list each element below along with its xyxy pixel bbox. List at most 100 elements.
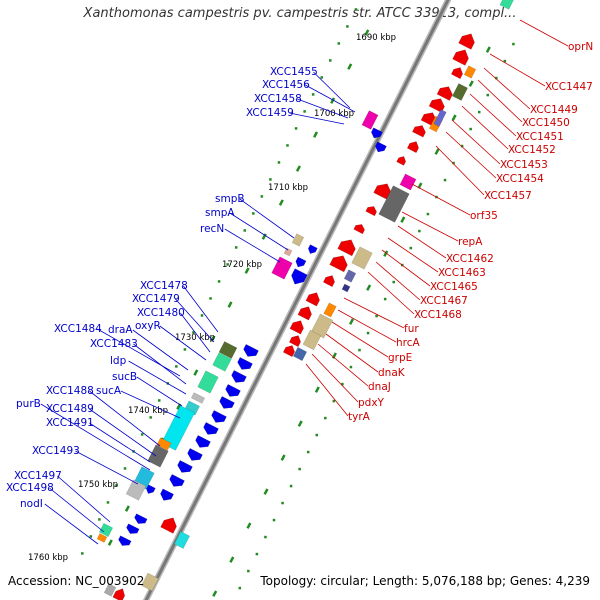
leader-line — [97, 328, 181, 377]
track-dash — [434, 148, 440, 155]
forward-gene — [231, 370, 247, 383]
reverse-gene-box — [463, 65, 477, 79]
gene-label-XCC1450[interactable]: XCC1450 — [522, 117, 570, 129]
leader-line — [483, 67, 531, 110]
gene-label-dnaK[interactable]: dnaK — [378, 367, 406, 379]
kbp-label: 1690 kbp — [356, 33, 396, 43]
reverse-gene — [337, 239, 356, 257]
leader-line — [519, 19, 569, 47]
leader-line — [289, 112, 345, 125]
gene-label-oxyR[interactable]: oxyR — [135, 320, 161, 332]
reverse-gene-box — [174, 531, 190, 549]
gene-label-XCC1455[interactable]: XCC1455 — [270, 66, 318, 78]
gene-label-smpA[interactable]: smpA — [205, 207, 235, 219]
leader-line — [136, 376, 183, 407]
gene-label-XCC1488[interactable]: XCC1488 — [46, 385, 94, 397]
gene-label-fur[interactable]: fur — [404, 323, 419, 335]
gene-label-XCC1447[interactable]: XCC1447 — [545, 81, 593, 93]
forward-gene-box — [218, 341, 238, 359]
leader-line — [375, 261, 421, 301]
gene-label-XCC1456[interactable]: XCC1456 — [262, 79, 310, 91]
gene-label-repA[interactable]: repA — [458, 236, 483, 248]
forward-gene — [203, 422, 219, 435]
gene-label-recN[interactable]: recN — [200, 223, 224, 235]
gene-label-XCC1479[interactable]: XCC1479 — [132, 293, 180, 305]
track-dash — [263, 488, 269, 495]
forward-gene — [126, 523, 140, 534]
gene-label-XCC1467[interactable]: XCC1467 — [420, 295, 468, 307]
gene-label-tyrA[interactable]: tyrA — [348, 411, 371, 423]
gene-label-draA[interactable]: draA — [108, 324, 133, 336]
reverse-gene — [112, 588, 125, 600]
track-dot — [175, 365, 178, 368]
track-dash — [297, 420, 303, 427]
track-dash — [107, 539, 113, 546]
leader-line — [469, 93, 517, 137]
forward-gene — [169, 474, 185, 487]
gene-label-XCC1462[interactable]: XCC1462 — [446, 253, 494, 265]
track-dot — [337, 42, 341, 45]
reverse-gene — [406, 141, 419, 154]
backbone-line — [144, 0, 450, 600]
track-dot — [354, 8, 358, 11]
track-dot — [209, 297, 212, 300]
leader-line — [387, 237, 439, 273]
gene-label-smpB[interactable]: smpB — [215, 193, 245, 205]
gene-label-XCC1449[interactable]: XCC1449 — [530, 104, 578, 116]
gene-label-purB[interactable]: purB — [16, 398, 41, 410]
gene-label-XCC1457[interactable]: XCC1457 — [484, 190, 532, 202]
gene-label-hrcA[interactable]: hrcA — [396, 337, 421, 349]
forward-gene-box — [291, 233, 305, 247]
gene-label-XCC1451[interactable]: XCC1451 — [516, 131, 564, 143]
track-dash — [314, 386, 320, 393]
track-dot — [217, 280, 221, 283]
gene-label-XCC1478[interactable]: XCC1478 — [140, 280, 188, 292]
leader-line — [337, 309, 397, 343]
gene-label-XCC1483[interactable]: XCC1483 — [90, 338, 138, 350]
track-dot — [286, 144, 289, 147]
gene-label-XCC1484[interactable]: XCC1484 — [54, 323, 102, 335]
gene-label-grpE[interactable]: grpE — [388, 352, 412, 364]
gene-label-XCC1459[interactable]: XCC1459 — [246, 107, 294, 119]
gene-label-XCC1458[interactable]: XCC1458 — [254, 93, 302, 105]
gene-label-XCC1468[interactable]: XCC1468 — [414, 309, 462, 321]
gene-label-sucB[interactable]: sucB — [112, 371, 137, 383]
gene-label-XCC1480[interactable]: XCC1480 — [137, 307, 185, 319]
reverse-gene-box — [378, 185, 410, 223]
gene-label-orf35[interactable]: orf35 — [470, 210, 498, 222]
gene-label-XCC1463[interactable]: XCC1463 — [438, 267, 486, 279]
leader-line — [461, 105, 509, 150]
gene-label-ldp[interactable]: ldp — [110, 355, 127, 367]
reverse-gene-box — [433, 109, 447, 127]
gene-label-XCC1453[interactable]: XCC1453 — [500, 159, 548, 171]
kbp-label: 1760 kbp — [28, 553, 68, 563]
gene-label-XCC1465[interactable]: XCC1465 — [430, 281, 478, 293]
gene-label-XCC1454[interactable]: XCC1454 — [496, 173, 544, 185]
leader-line — [49, 487, 105, 533]
kbp-label: 1750 kbp — [78, 480, 118, 490]
gene-label-XCC1491[interactable]: XCC1491 — [46, 417, 94, 429]
gene-label-XCC1452[interactable]: XCC1452 — [508, 144, 556, 156]
track-dash — [278, 199, 284, 206]
gene-label-nodI[interactable]: nodI — [20, 498, 43, 510]
forward-gene-box — [156, 437, 172, 451]
gene-label-sucA[interactable]: sucA — [96, 385, 122, 397]
track-dot — [247, 569, 250, 573]
gene-label-dnaJ[interactable]: dnaJ — [368, 381, 391, 393]
track-dot — [226, 263, 229, 266]
track-dot — [332, 399, 336, 403]
gene-label-XCC1497[interactable]: XCC1497 — [14, 470, 62, 482]
track-dot — [269, 178, 272, 181]
gene-label-XCC1489[interactable]: XCC1489 — [46, 403, 94, 415]
gene-label-oprN[interactable]: oprN — [568, 41, 593, 53]
leader-line — [445, 131, 497, 179]
gene-label-XCC1493[interactable]: XCC1493 — [32, 445, 80, 457]
track-dash — [227, 301, 233, 308]
gene-label-XCC1498[interactable]: XCC1498 — [6, 482, 54, 494]
gene-label-pdxY[interactable]: pdxY — [358, 397, 385, 409]
track-dot — [503, 59, 507, 63]
reverse-gene — [282, 345, 295, 358]
leader-line — [89, 422, 151, 463]
track-dot — [115, 484, 118, 487]
